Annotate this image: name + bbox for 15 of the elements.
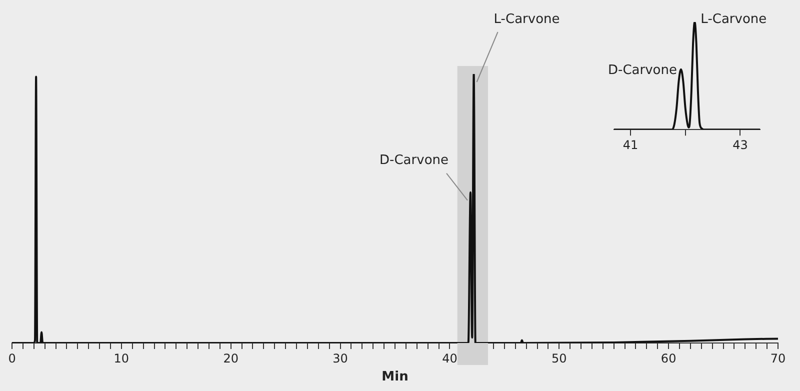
x-tick-label: 41 [622,138,638,152]
x-tick-label: 43 [732,138,748,152]
x-tick-label: 50 [552,351,567,366]
x-tick-label: 30 [332,351,348,366]
annotation: D-Carvone [608,63,677,78]
x-axis-title: Min [382,370,408,385]
x-tick-label: 40 [442,351,458,366]
x-tick-label: 70 [770,351,786,366]
x-tick-label: 0 [8,351,16,366]
x-tick-label: 60 [660,351,676,366]
annotation: L-Carvone [494,12,560,27]
annotation: L-Carvone [700,12,767,27]
x-tick-label: 20 [223,351,238,366]
x-tick-label: 10 [114,351,130,366]
annotation: D-Carvone [380,153,449,168]
